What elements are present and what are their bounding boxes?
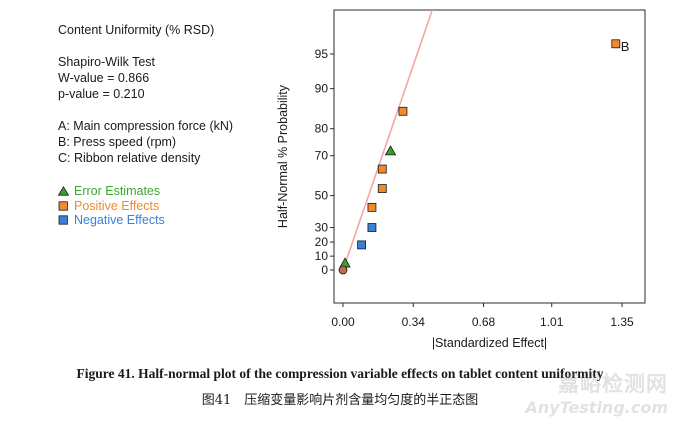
error-estimates-point <box>384 145 397 156</box>
x-tick-label: 1.35 <box>610 315 634 329</box>
info-panel: Content Uniformity (% RSD) Shapiro-Wilk … <box>58 22 273 244</box>
error-estimates-point <box>339 257 351 268</box>
x-tick-label: 0.68 <box>472 315 496 329</box>
x-tick-label: 0.00 <box>331 315 355 329</box>
y-tick-label: 90 <box>315 82 329 96</box>
legend-label-error-estimates: Error Estimates <box>74 184 161 198</box>
legend-label-positive-effects: Positive Effects <box>74 198 160 213</box>
figure-caption-english: Figure 41. Half-normal plot of the compr… <box>76 366 604 381</box>
positive-effects-point <box>377 164 387 174</box>
reference-line <box>342 10 434 271</box>
figure-caption-chinese: 图41 压缩变量影响片剂含量均匀度的半正态图 <box>201 393 479 408</box>
square-icon <box>58 201 68 211</box>
x-tick-label: 0.34 <box>402 315 426 329</box>
point-annotation: B <box>621 39 630 54</box>
factor-b: B: Press speed (rpm) <box>58 135 177 149</box>
y-tick-label: 20 <box>315 235 329 249</box>
legend-label-negative-effects: Negative Effects <box>74 213 165 227</box>
negative-effects-point <box>357 240 367 250</box>
legend-item-positive-effects: Positive Effects <box>58 199 273 214</box>
positive-effects-point <box>611 39 621 49</box>
plot-frame <box>333 9 646 304</box>
watermark: 嘉峪检测网 AnyTesting.com <box>525 368 668 417</box>
y-axis-label: Half-Normal % Probability <box>276 84 290 228</box>
watermark-chinese: 嘉峪检测网 <box>558 372 668 396</box>
positive-effects-point <box>367 202 377 212</box>
triangle-icon <box>58 186 69 196</box>
response-title: Content Uniformity (% RSD) <box>58 23 215 37</box>
y-tick-label: 30 <box>315 221 329 235</box>
p-value: p-value = 0.210 <box>58 87 145 101</box>
negative-effects-point <box>367 223 377 232</box>
legend-item-error-estimates: Error Estimates <box>58 184 273 199</box>
x-tick-label: 1.01 <box>540 315 564 329</box>
y-tick-label: 0 <box>321 263 328 277</box>
y-tick-label: 95 <box>315 47 329 61</box>
factor-c: C: Ribbon relative density <box>58 151 201 165</box>
w-value: W-value = 0.866 <box>58 71 150 85</box>
positive-effects-point <box>377 184 387 193</box>
legend: Error Estimates Positive Effects Negativ… <box>58 184 273 228</box>
watermark-english: AnyTesting.com <box>525 398 668 417</box>
factor-a: A: Main compression force (kN) <box>58 119 234 133</box>
y-tick-label: 50 <box>315 189 329 203</box>
positive-effects-point <box>398 106 408 116</box>
y-tick-label: 10 <box>315 249 329 263</box>
test-name: Shapiro-Wilk Test <box>58 55 156 69</box>
origin-point <box>338 265 348 275</box>
x-axis-label: |Standardized Effect| <box>432 336 547 350</box>
square-icon <box>58 215 68 225</box>
y-tick-label: 70 <box>315 149 329 163</box>
legend-item-negative-effects: Negative Effects <box>58 213 273 228</box>
y-tick-label: 80 <box>315 122 329 136</box>
